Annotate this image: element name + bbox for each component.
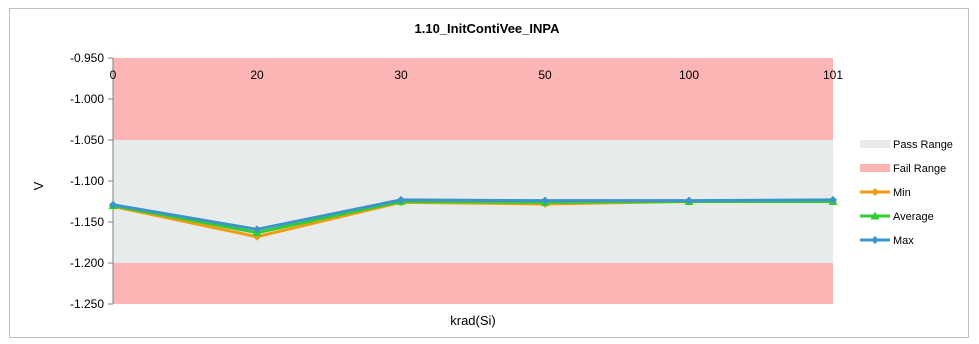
data-point-max: [109, 200, 117, 209]
data-point-max: [541, 196, 549, 205]
y-tick-label: -1.150: [70, 215, 104, 229]
x-tick-label: 100: [679, 68, 699, 82]
y-tick-label: -1.050: [70, 133, 104, 147]
legend-marker-min: [871, 188, 879, 196]
x-tick-label: 30: [394, 68, 408, 82]
series-line-max: [112, 198, 834, 231]
x-tick-label: 20: [250, 68, 264, 82]
y-tick-label: -0.950: [70, 51, 104, 65]
y-tick-label: -1.250: [70, 297, 104, 311]
legend-label-max: Max: [893, 235, 914, 247]
x-tick-label: 0: [110, 68, 117, 82]
data-point-max: [397, 195, 405, 204]
y-tick-label: -1.200: [70, 256, 104, 270]
legend-label-min: Min: [893, 187, 911, 199]
y-axis-label: V: [31, 181, 46, 190]
legend-swatch-pass-range: [860, 140, 890, 148]
x-tick-label: 50: [538, 68, 552, 82]
y-tick-label: -1.100: [70, 174, 104, 188]
legend-label-average: Average: [893, 211, 934, 223]
legend-swatch-fail-range: [860, 164, 890, 172]
data-point-max: [685, 196, 693, 205]
x-axis-label: krad(Si): [450, 313, 496, 328]
legend-label-pass-range: Pass Range: [893, 139, 953, 151]
legend-marker-max: [871, 236, 879, 244]
y-tick-label: -1.000: [70, 92, 104, 106]
legend-label-fail-range: Fail Range: [893, 163, 946, 175]
data-point-max: [829, 195, 837, 204]
data-point-max: [253, 225, 261, 234]
legend-marker-average: [870, 211, 880, 220]
x-tick-label: 101: [823, 68, 843, 82]
chart-title: 1.10_InitContiVee_INPA: [415, 21, 561, 36]
